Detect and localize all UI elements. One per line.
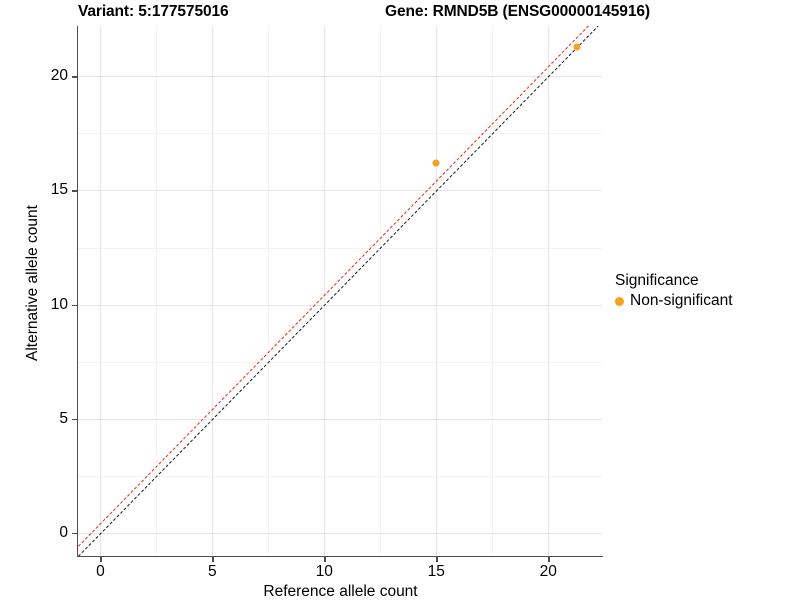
- gridline-major-vertical: [436, 26, 438, 556]
- x-axis-tick-mark: [436, 557, 438, 562]
- gridline-major-vertical: [100, 26, 102, 556]
- x-axis-tick-mark: [324, 557, 326, 562]
- y-axis-tick-mark: [72, 190, 77, 192]
- gridline-minor-horizontal: [78, 476, 602, 478]
- variant-title: Variant: 5:177575016: [78, 3, 229, 20]
- x-axis-tick-label: 10: [315, 563, 333, 580]
- x-axis-line: [78, 556, 603, 558]
- y-axis-tick-label: 5: [59, 409, 68, 427]
- gridline-minor-horizontal: [78, 133, 602, 135]
- gridline-major-vertical: [212, 26, 214, 556]
- y-axis-label: Alternative allele count: [24, 205, 41, 361]
- data-point[interactable]: [432, 159, 440, 167]
- legend-key-dot-icon: [615, 296, 624, 306]
- y-axis-tick-label: 15: [50, 181, 68, 199]
- legend: Significance Non-significant: [615, 272, 733, 310]
- plot-panel: [78, 26, 602, 556]
- x-axis-tick-label: 0: [96, 563, 105, 580]
- gridline-minor-vertical: [268, 26, 270, 556]
- y-axis-tick-mark: [72, 533, 77, 535]
- gridline-major-horizontal: [78, 304, 602, 306]
- x-axis-tick-mark: [212, 557, 214, 562]
- x-axis-tick-label: 5: [208, 563, 217, 580]
- x-axis-tick-label: 20: [539, 563, 557, 580]
- y-axis-tick-label: 0: [59, 524, 68, 542]
- legend-item-label: Non-significant: [630, 292, 733, 309]
- legend-entries: Non-significant: [615, 292, 733, 310]
- legend-item[interactable]: Non-significant: [615, 292, 733, 310]
- y-axis-tick-mark: [72, 304, 77, 306]
- gridline-major-horizontal: [78, 190, 602, 192]
- y-axis-tick-label: 10: [50, 295, 68, 313]
- y-axis-tick-mark: [72, 76, 77, 78]
- gridline-minor-horizontal: [78, 247, 602, 249]
- gridline-minor-vertical: [156, 26, 158, 556]
- y-axis-tick-mark: [72, 418, 77, 421]
- x-axis-tick-mark: [548, 557, 550, 562]
- y-axis-tick-label: 20: [50, 67, 68, 85]
- data-point[interactable]: [573, 43, 581, 51]
- y-axis-ticks: 0 5 10 15 20: [0, 0, 68, 600]
- gridline-major-vertical: [324, 26, 326, 556]
- gridline-minor-horizontal: [78, 361, 602, 363]
- gridline-minor-vertical: [380, 26, 382, 556]
- gridline-major-horizontal: [78, 533, 602, 535]
- gridline-major-vertical: [548, 26, 550, 556]
- legend-title: Significance: [615, 272, 699, 289]
- gene-title: Gene: RMND5B (ENSG00000145916): [385, 3, 650, 20]
- gridline-minor-vertical: [492, 26, 494, 556]
- x-axis-label: Reference allele count: [263, 583, 418, 600]
- x-axis-tick-mark: [100, 557, 102, 562]
- x-axis-tick-label: 15: [427, 563, 445, 580]
- y-axis-line: [77, 26, 79, 557]
- gridline-major-horizontal: [78, 76, 602, 78]
- gridline-major-horizontal: [78, 418, 602, 420]
